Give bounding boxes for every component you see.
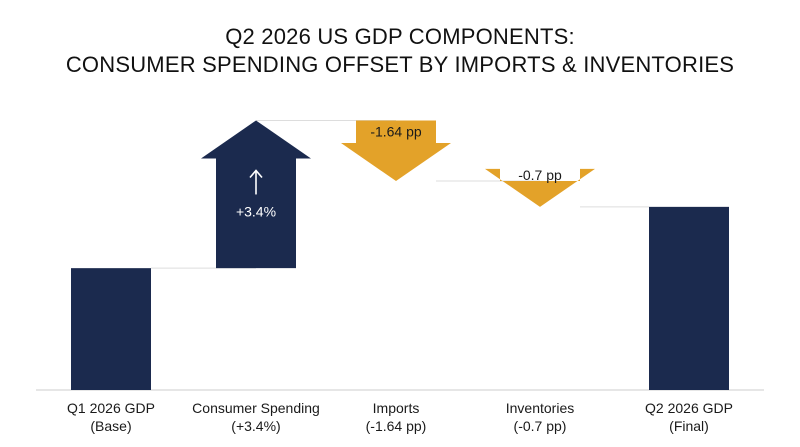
total-bar — [71, 268, 151, 390]
category-label: Inventories — [506, 400, 574, 416]
decrease-arrow — [341, 120, 451, 182]
category-label: (+3.4%) — [231, 418, 280, 434]
data-label: -0.7 pp — [518, 167, 562, 183]
chart-title-line-2: CONSUMER SPENDING OFFSET BY IMPORTS & IN… — [65, 52, 735, 77]
data-label: -1.64 pp — [370, 124, 422, 140]
total-bar — [649, 206, 729, 390]
category-label: Q1 2026 GDP — [67, 400, 155, 416]
chart-title-line-1: Q2 2026 US GDP COMPONENTS: — [225, 24, 575, 49]
category-label: (Final) — [669, 418, 709, 434]
category-label: (-1.64 pp) — [366, 418, 427, 434]
data-label: +3.4% — [236, 203, 276, 219]
decrease-arrow — [485, 168, 595, 207]
up-arrow-icon — [249, 169, 263, 178]
category-label: Q2 2026 GDP — [645, 400, 733, 416]
category-label: Consumer Spending — [192, 400, 320, 416]
category-label: (-0.7 pp) — [514, 418, 567, 434]
category-label: Imports — [373, 400, 420, 416]
category-label: (Base) — [90, 418, 131, 434]
